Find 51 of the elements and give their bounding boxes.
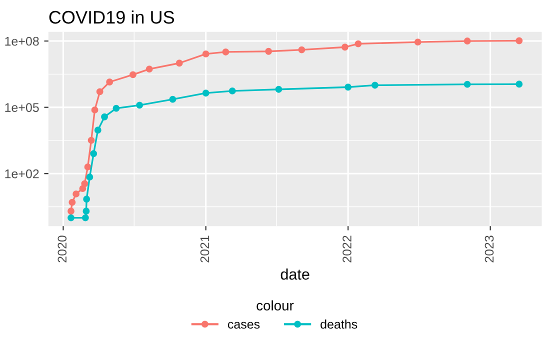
point: [344, 84, 352, 91]
point: [516, 80, 523, 88]
y-tick-label: 1e+02: [5, 169, 39, 178]
point: [72, 190, 80, 198]
point: [516, 37, 523, 44]
point: [68, 198, 76, 206]
x-axis-title: date: [280, 268, 310, 280]
point: [298, 46, 306, 54]
point: [101, 113, 108, 120]
point: [354, 40, 362, 48]
point: [414, 38, 422, 46]
point: [90, 150, 98, 158]
point: [94, 126, 102, 134]
point: [371, 82, 378, 89]
point: [129, 71, 136, 78]
chart-title: COVID19 in US: [49, 10, 174, 24]
y-tick-label: 1e+08: [5, 36, 39, 46]
point: [82, 208, 90, 215]
point: [88, 136, 95, 144]
point: [202, 90, 210, 97]
point: [275, 86, 282, 93]
point: [169, 96, 176, 103]
point: [136, 102, 144, 109]
point: [82, 214, 89, 222]
x-tick-label: 2022: [342, 236, 352, 262]
legend-label: deaths: [320, 319, 358, 329]
point: [84, 163, 92, 170]
point: [83, 196, 90, 203]
point: [341, 44, 348, 51]
point: [464, 38, 471, 45]
point: [222, 48, 230, 56]
point: [464, 80, 471, 88]
legend-label: cases: [228, 322, 260, 329]
point: [91, 106, 98, 114]
point: [265, 48, 272, 55]
point: [96, 88, 104, 96]
x-tick-label: 2021: [200, 236, 210, 262]
legend-title: colour: [256, 300, 294, 310]
y-tick-label: 1e+05: [5, 103, 39, 112]
point: [106, 78, 114, 86]
x-tick-label: 2023: [484, 236, 494, 262]
point: [202, 50, 210, 58]
x-tick-label: 2020: [58, 236, 67, 262]
point: [146, 66, 153, 73]
point: [81, 180, 88, 188]
point: [68, 214, 74, 222]
point: [68, 208, 74, 215]
point: [86, 174, 94, 180]
point: [176, 60, 183, 67]
point: [228, 87, 236, 94]
point: [112, 104, 120, 112]
